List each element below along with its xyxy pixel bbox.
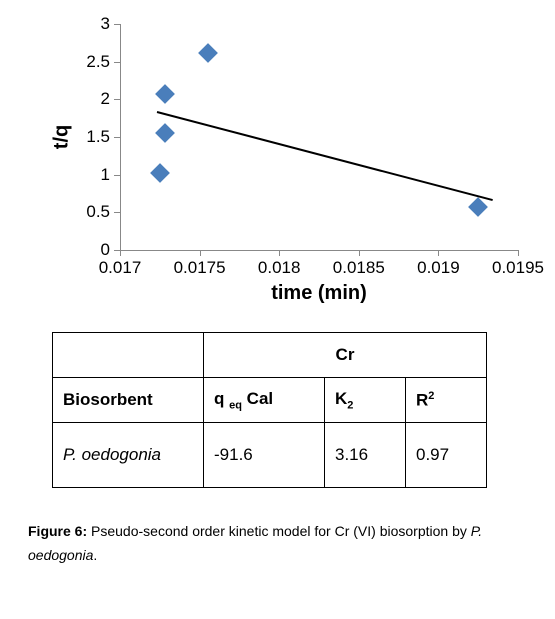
x-tick [518, 250, 519, 256]
x-tick-label: 0.0175 [174, 258, 226, 278]
y-tick [114, 62, 120, 63]
table-header-row: Biosorbent q eq Cal K2 R2 [53, 378, 487, 423]
y-tick-label: 0 [101, 240, 110, 260]
figure-caption: Figure 6: Pseudo-second order kinetic mo… [28, 520, 534, 568]
kinetics-table: Cr Biosorbent q eq Cal K2 R2 P. oedogoni… [52, 332, 487, 488]
cell-biosorbent: P. oedogonia [53, 423, 204, 488]
x-tick-label: 0.019 [417, 258, 460, 278]
table-merged-header: Cr [204, 333, 487, 378]
y-tick-label: 2 [101, 89, 110, 109]
caption-text-2: . [93, 547, 97, 563]
col-header-k2: K2 [325, 378, 406, 423]
y-tick [114, 212, 120, 213]
figure-container: t/q time (min) 0 0.5 1 1.5 2 2.5 3 0.017 0.0175 0… [0, 0, 555, 619]
x-tick [359, 250, 360, 256]
caption-label: Figure 6: [28, 523, 87, 539]
y-tick [114, 175, 120, 176]
table-row: P. oedogonia -91.6 3.16 0.97 [53, 423, 487, 488]
y-tick-label: 0.5 [86, 202, 110, 222]
cell-qeq: -91.6 [204, 423, 325, 488]
caption-text-1: Pseudo-second order kinetic model for Cr… [87, 523, 471, 539]
x-tick [120, 250, 121, 256]
col-header-biosorbent: Biosorbent [53, 378, 204, 423]
x-tick-label: 0.018 [258, 258, 301, 278]
y-tick-label: 3 [101, 14, 110, 34]
table-header-merged: Cr [53, 333, 487, 378]
plot-area [120, 24, 519, 251]
col-header-r2: R2 [406, 378, 487, 423]
y-axis-label: t/q [51, 125, 74, 149]
y-tick [114, 99, 120, 100]
x-tick-label: 0.0195 [492, 258, 544, 278]
chart-region: t/q time (min) 0 0.5 1 1.5 2 2.5 3 0.017 0.0175 0… [28, 10, 526, 322]
y-tick-label: 1 [101, 165, 110, 185]
x-tick [438, 250, 439, 256]
y-tick-label: 2.5 [86, 52, 110, 72]
y-tick [114, 24, 120, 25]
x-tick-label: 0.017 [99, 258, 142, 278]
x-tick-label: 0.0185 [333, 258, 385, 278]
y-tick-label: 1.5 [86, 127, 110, 147]
table-cell-empty [53, 333, 204, 378]
x-tick [279, 250, 280, 256]
cell-r2: 0.97 [406, 423, 487, 488]
x-tick [200, 250, 201, 256]
y-tick [114, 137, 120, 138]
x-axis-label: time (min) [271, 282, 367, 305]
col-header-qeq: q eq Cal [204, 378, 325, 423]
cell-k2: 3.16 [325, 423, 406, 488]
